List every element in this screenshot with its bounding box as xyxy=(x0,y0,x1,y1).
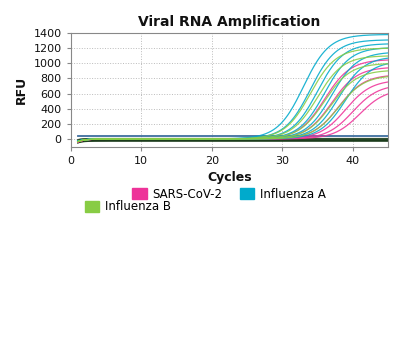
Legend: Influenza B: Influenza B xyxy=(80,195,176,218)
Title: Viral RNA Amplification: Viral RNA Amplification xyxy=(138,15,320,29)
Y-axis label: RFU: RFU xyxy=(15,76,28,104)
X-axis label: Cycles: Cycles xyxy=(207,171,251,184)
